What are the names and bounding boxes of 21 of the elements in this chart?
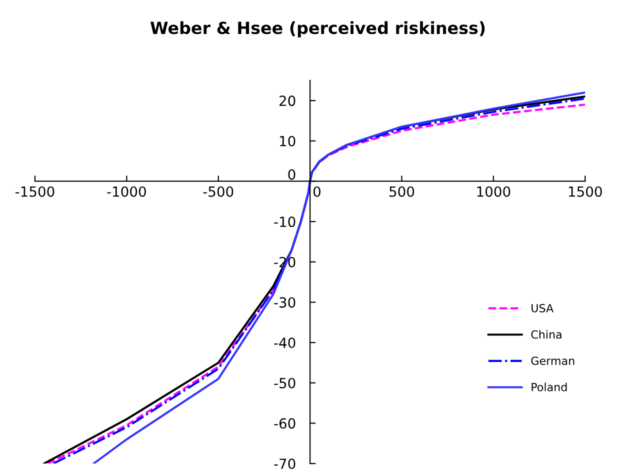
legend-label: China [531, 330, 562, 339]
y-tick-label: 20 [280, 96, 296, 106]
y-tick-label: -50 [274, 378, 296, 388]
y-tick-label: -40 [274, 338, 296, 348]
y-tick-label: -60 [274, 418, 296, 429]
y-tick-label: -30 [274, 297, 296, 308]
legend-label: German [531, 356, 574, 365]
x-tick-label: -1500 [15, 186, 54, 197]
chart-title: Weber & Hsee (perceived riskiness) [150, 21, 485, 38]
x-tick-label: -500 [203, 186, 234, 197]
y-tick-label: 0 [288, 169, 296, 180]
y-tick-label: 10 [280, 136, 296, 146]
x-tick-label: 1000 [477, 186, 510, 197]
x-tick-label: 500 [390, 186, 414, 197]
x-tick-label: -1000 [107, 186, 146, 197]
x-tick-label: 1500 [568, 186, 602, 197]
legend-label: Poland [532, 382, 567, 392]
y-tick-label: -70 [274, 458, 296, 470]
x-tick-label: 0 [313, 186, 320, 197]
legend-label: USA [532, 304, 554, 312]
y-tick-label: -10 [274, 216, 296, 228]
